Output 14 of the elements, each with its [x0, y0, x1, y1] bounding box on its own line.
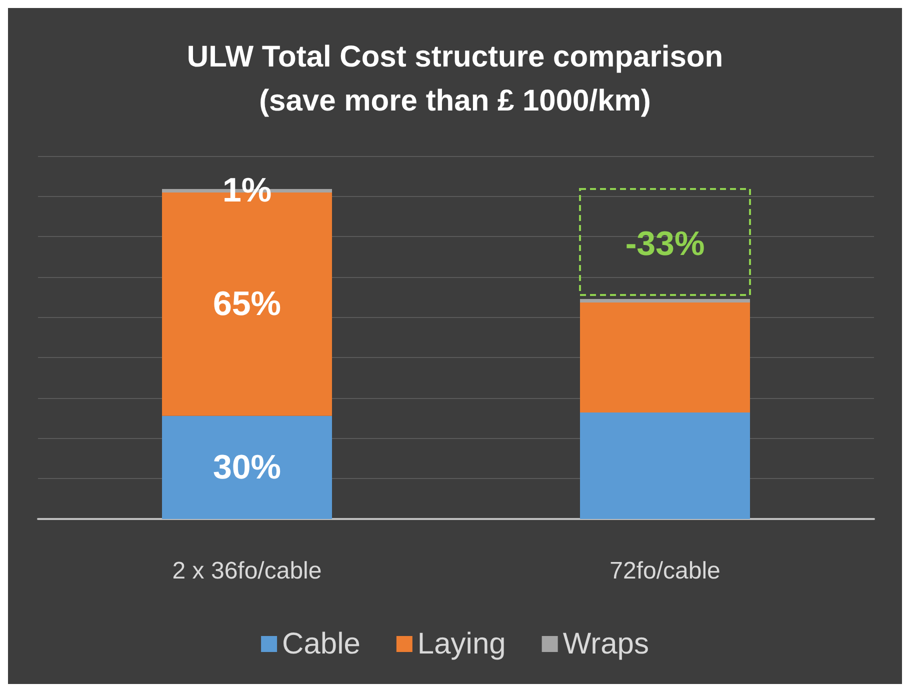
- annotation: -33%: [625, 225, 705, 263]
- data-label: 65%: [212, 285, 282, 324]
- legend-label: Cable: [282, 628, 360, 660]
- data-label: 1%: [222, 172, 272, 210]
- data-label: 30%: [212, 448, 282, 486]
- bar: [162, 416, 332, 519]
- x-tick-label: 2 x 36fo/cable: [172, 558, 322, 584]
- x-tick-label: 72fo/cable: [610, 558, 720, 584]
- chart-title: ULW Total Cost structure comparison (save more than £ 1000/km): [186, 40, 724, 118]
- legend-label: Laying: [417, 628, 506, 660]
- bar: [580, 412, 750, 519]
- bar: [580, 299, 750, 302]
- legend-label: Wraps: [562, 628, 649, 660]
- bar: [580, 302, 750, 412]
